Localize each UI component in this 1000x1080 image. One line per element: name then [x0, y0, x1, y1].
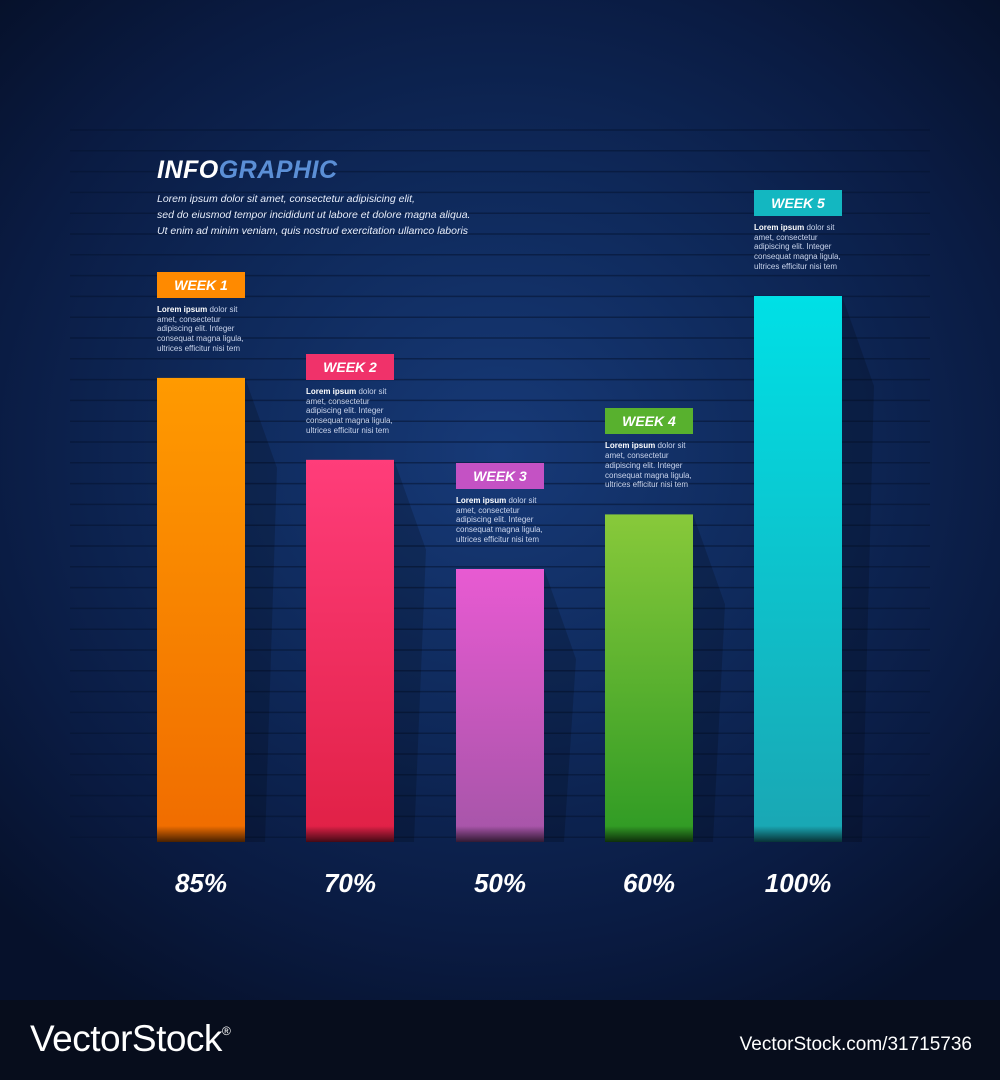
bar-shadow: [245, 377, 277, 842]
week-description-1: Lorem ipsum dolor sit amet, consectetur …: [157, 304, 244, 353]
watermark-bar: VectorStock® VectorStock.com/31715736: [0, 1000, 1000, 1080]
week-label-2: WEEK 2: [306, 353, 394, 380]
bar-base-shade: [456, 826, 544, 842]
bar-week-4: [605, 514, 693, 842]
bar-shadow: [394, 459, 426, 842]
subtitle-text: Lorem ipsum dolor sit amet, consectetur …: [157, 191, 557, 239]
bar-shadow: [544, 569, 576, 842]
bar-week-1: [157, 377, 245, 842]
week-label-4: WEEK 4: [605, 408, 693, 435]
title-part-graphic: GRAPHIC: [218, 156, 338, 184]
value-label-week-4: 60%: [622, 868, 676, 898]
bar-shadow: [842, 296, 874, 842]
bar-base-shade: [754, 826, 842, 842]
bar-chart: [157, 296, 874, 842]
week-label-3: WEEK 3: [456, 463, 544, 489]
vectorstock-logo: VectorStock®: [30, 1018, 231, 1059]
vectorstock-image-id: VectorStock.com/31715736: [739, 1034, 972, 1055]
title-part-info: INFO: [157, 156, 219, 184]
bar-week-2: [306, 459, 394, 842]
bar-week-3: [456, 569, 544, 842]
bar-base-shade: [157, 826, 245, 842]
value-label-week-1: 85%: [174, 868, 228, 898]
infographic-title: INFOGRAPHIC: [157, 156, 338, 185]
bar-shadow: [693, 514, 725, 842]
week-label-5: WEEK 5: [754, 190, 842, 216]
bar-base-shade: [605, 826, 693, 842]
week-description-2: Lorem ipsum dolor sit amet, consectetur …: [306, 386, 393, 435]
bar-week-5: [754, 296, 842, 842]
week-description-5: Lorem ipsum dolor sit amet, consectetur …: [754, 223, 841, 271]
week-label-1: WEEK 1: [157, 271, 245, 298]
value-label-week-2: 70%: [323, 868, 377, 898]
subtitle-line: sed do eiusmod tempor incididunt ut labo…: [157, 209, 471, 221]
value-label-week-5: 100%: [764, 868, 832, 898]
value-label-week-3: 50%: [473, 868, 527, 898]
bar-base-shade: [306, 826, 394, 842]
subtitle-line: Ut enim ad minim veniam, quis nostrud ex…: [157, 225, 469, 237]
week-description-4: Lorem ipsum dolor sit amet, consectetur …: [605, 441, 692, 490]
week-description-3: Lorem ipsum dolor sit amet, consectetur …: [456, 496, 543, 544]
subtitle-line: Lorem ipsum dolor sit amet, consectetur …: [157, 193, 415, 205]
